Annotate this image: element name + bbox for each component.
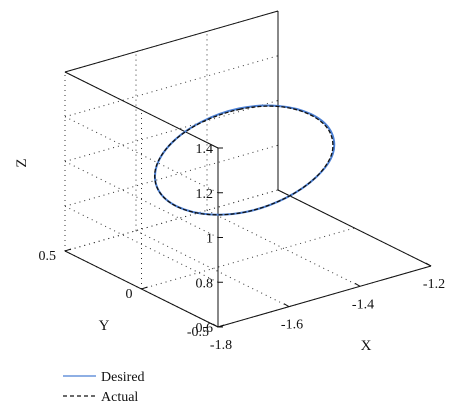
grid-line — [64, 189, 279, 252]
y-tick — [217, 324, 225, 328]
x-tick — [425, 262, 432, 267]
axis-edge — [277, 189, 432, 267]
y-axis-label: Y — [99, 318, 110, 334]
x-tick-label: -1.6 — [281, 318, 303, 333]
axes-box — [64, 10, 432, 328]
y-tick-label: 0.5 — [39, 249, 57, 264]
grid-line — [64, 144, 279, 207]
x-tick — [354, 282, 361, 287]
legend-label-desired: Desired — [101, 370, 145, 385]
axis-edge — [217, 265, 432, 328]
x-tick-label: -1.8 — [210, 338, 232, 353]
z-tick-label: 0.6 — [196, 321, 214, 336]
x-tick-label: -1.2 — [423, 277, 445, 292]
grid-line — [64, 205, 219, 283]
x-tick — [212, 323, 219, 328]
tick-labels: 0.6 0.8 1 1.2 1.4 -0.5 0 0.5 -1.8 -1.6 -1.4 -1.2 — [39, 142, 446, 353]
grid-line — [64, 116, 219, 194]
legend: Desired Actual — [63, 370, 145, 405]
z-tick-label: 1.2 — [196, 187, 214, 202]
grid-line — [141, 227, 355, 290]
z-tick-label: 0.8 — [196, 276, 214, 291]
x-tick-label: -1.4 — [352, 297, 374, 312]
grid-line — [206, 209, 361, 287]
axis-edge — [64, 10, 279, 73]
grid-line — [64, 161, 219, 238]
y-tick — [141, 286, 148, 290]
y-tick-label: 0 — [126, 287, 133, 302]
x-axis-label: X — [361, 338, 372, 354]
y-tick — [64, 248, 72, 252]
series-line-desired — [154, 104, 336, 216]
z-axis-label: Z — [14, 158, 30, 167]
grid-line — [64, 100, 279, 162]
axis-edge — [64, 71, 219, 149]
grid-line — [135, 230, 290, 308]
z-tick-label: 1 — [206, 232, 213, 247]
z-tick-label: 1.4 — [196, 142, 214, 157]
series-line-actual — [154, 105, 334, 216]
grid-lines — [64, 10, 432, 328]
y-tick-label: -0.5 — [187, 325, 209, 340]
grid-line — [64, 55, 279, 118]
x-tick — [283, 303, 290, 308]
legend-label-actual: Actual — [101, 390, 138, 405]
data-series — [154, 104, 336, 216]
